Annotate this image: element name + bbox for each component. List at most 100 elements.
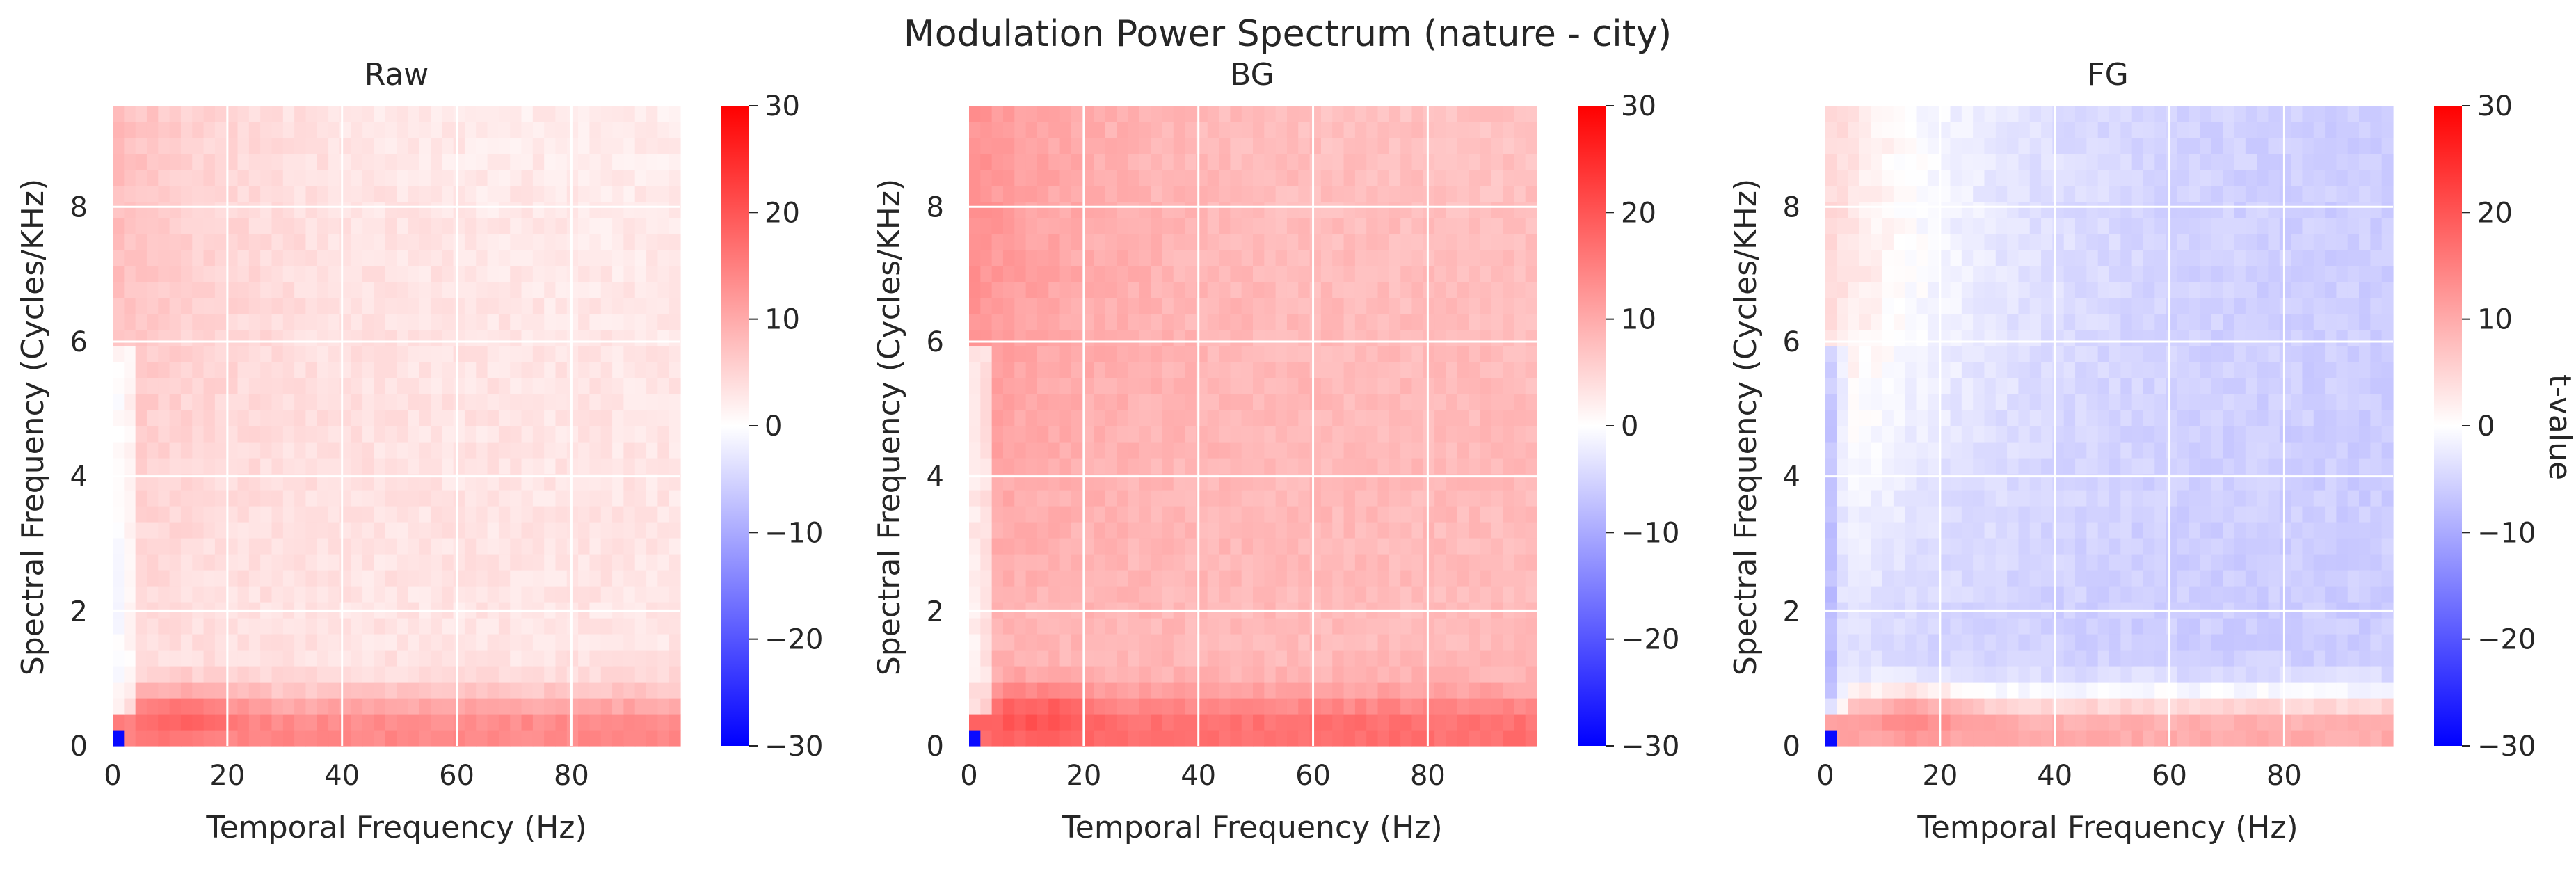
heatmap-cell [2347,474,2360,491]
heatmap-cell [1332,266,1345,282]
heatmap-cell [2189,682,2201,699]
heatmap-cell [1309,618,1322,635]
heatmap-cell [1219,378,1231,394]
heatmap-cell [2075,458,2087,475]
heatmap-cell [2120,698,2133,715]
heatmap-cell [362,442,374,459]
heatmap-cell [397,218,408,234]
heatmap-cell [1411,394,1424,410]
heatmap-cell [2347,506,2360,523]
heatmap-cell [1241,186,1254,202]
heatmap-cell [1002,490,1015,507]
heatmap-cell [1354,618,1367,635]
heatmap-cell [419,218,431,234]
heatmap-cell [1241,554,1254,571]
heatmap-cell [544,106,557,122]
heatmap-cell [2268,682,2280,699]
heatmap-cell [1514,282,1526,298]
heatmap-cell [1859,714,1871,731]
heatmap-cell [1446,106,1458,122]
heatmap-cell [498,490,511,507]
heatmap-cell [305,122,318,138]
heatmap-cell [419,714,431,731]
heatmap-cell [1207,378,1219,394]
heatmap-cell [1082,458,1095,475]
heatmap-cell [1298,362,1311,378]
heatmap-cell [1117,218,1129,234]
heatmap-cell [419,442,431,459]
heatmap-cell [1825,506,1837,523]
heatmap-cell [1480,266,1492,282]
heatmap-cell [1491,506,1503,523]
heatmap-cell [374,506,386,523]
heatmap-cell [1434,698,1447,715]
heatmap-cell [135,346,147,362]
heatmap-cell [1377,570,1390,587]
heatmap-cell [2109,538,2121,555]
heatmap-cell [2063,474,2076,491]
heatmap-cell [623,506,636,523]
heatmap-cell [203,458,216,475]
heatmap-cell [476,426,488,443]
heatmap-cell [1514,698,1526,715]
heatmap-cell [1151,682,1163,699]
heatmap-cell [1469,378,1480,394]
heatmap-cell [1128,138,1140,154]
heatmap-cell [1434,730,1447,747]
heatmap-cell [248,410,261,426]
heatmap-cell [1434,586,1447,603]
heatmap-cell [374,266,386,282]
heatmap-cell [1071,634,1083,651]
heatmap-cell [1423,474,1435,491]
heatmap-cell [374,234,386,250]
heatmap-cell [1071,474,1083,491]
heatmap-cell [214,666,227,683]
heatmap-cell [1354,538,1367,555]
heatmap-cell [1525,394,1537,410]
heatmap-cell [226,250,239,266]
heatmap-cell [1253,170,1265,186]
heatmap-cell [1411,362,1424,378]
panel-title: FG [2087,57,2128,93]
heatmap-cell [2200,474,2212,491]
heatmap-cell [2370,714,2383,731]
heatmap-cell [1173,378,1185,394]
heatmap-cell [113,250,125,266]
heatmap-cell [385,314,397,330]
heatmap-cell [2347,554,2360,571]
heatmap-cell [634,266,647,282]
heatmap-cell [980,730,993,747]
heatmap-cell [2291,602,2303,619]
heatmap-cell [442,266,454,282]
heatmap-cell [192,122,205,138]
heatmap-cell [612,106,624,122]
heatmap-cell [419,410,431,426]
heatmap-cell [2041,490,2053,507]
heatmap-cell [442,314,454,330]
heatmap-cell [442,682,454,699]
heatmap-cell [180,266,193,282]
heatmap-cell [397,250,408,266]
heatmap-cell [1961,634,1974,651]
heatmap-cell [226,298,239,314]
heatmap-cell [1343,378,1356,394]
heatmap-cell [135,666,147,683]
heatmap-cell [282,330,295,346]
heatmap-cell [2370,730,2383,747]
heatmap-cell [1173,282,1185,298]
heatmap-cell [1400,490,1413,507]
heatmap-cell [532,714,545,731]
heatmap-cell [442,138,454,154]
heatmap-cell [476,154,488,170]
heatmap-cell [1071,266,1083,282]
heatmap-cell [2381,490,2394,507]
heatmap-cell [203,522,216,539]
heatmap-cell [1253,106,1265,122]
heatmap-cell [271,506,284,523]
heatmap-cell [1185,106,1197,122]
heatmap-cell [1253,426,1265,443]
heatmap-cell [2245,554,2257,571]
heatmap-cell [980,586,993,603]
heatmap-cell [1048,106,1061,122]
heatmap-cell [1207,154,1219,170]
